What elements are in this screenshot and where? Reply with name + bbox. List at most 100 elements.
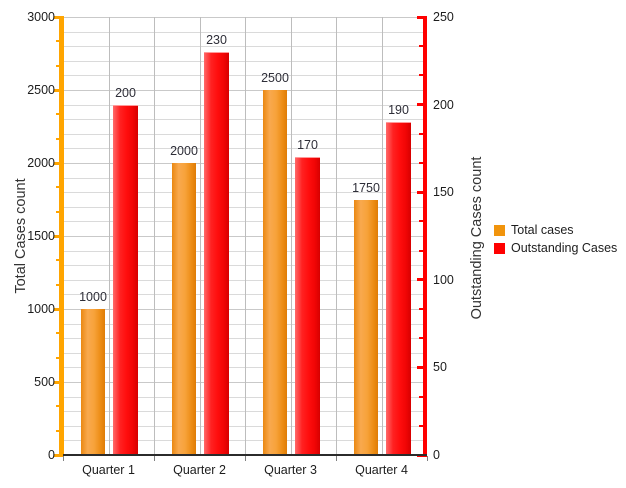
legend: Total cases Outstanding Cases [494, 221, 617, 257]
left-axis-tick-label: 500 [34, 375, 55, 389]
bar-value-label: 200 [115, 85, 136, 100]
h-gridline [63, 382, 423, 383]
right-axis-minor-tick [418, 132, 423, 135]
x-axis-tick [336, 456, 337, 461]
x-axis-tick [63, 456, 64, 461]
orange-bar [81, 309, 105, 454]
x-axis-tick [245, 456, 246, 461]
left-axis-minor-tick [55, 210, 59, 213]
orange-bar [354, 199, 378, 454]
right-axis-minor-tick [418, 45, 423, 48]
h-gridline [63, 396, 423, 398]
right-axis-major-tick [416, 103, 423, 107]
h-gridline [63, 279, 423, 281]
h-gridline [63, 250, 423, 252]
left-axis-minor-tick [55, 186, 59, 189]
h-gridline [63, 411, 423, 413]
left-axis-tick-label: 1500 [27, 229, 55, 243]
left-axis-minor-tick [55, 113, 59, 116]
h-gridline [63, 236, 423, 237]
left-axis-major-tick [53, 15, 59, 19]
left-axis-minor-tick [55, 137, 59, 140]
h-gridline [63, 148, 423, 150]
right-axis-minor-tick [418, 220, 423, 223]
left-axis-minor-tick [55, 429, 59, 432]
bar-value-label: 1750 [352, 180, 380, 195]
x-category-label: Quarter 3 [264, 463, 317, 477]
orange-bar [172, 163, 196, 454]
v-gridline [245, 17, 246, 454]
legend-label: Total cases [511, 223, 574, 237]
left-axis-tick-label: 0 [48, 448, 55, 462]
x-category-label: Quarter 4 [355, 463, 408, 477]
legend-item-outstanding-cases: Outstanding Cases [494, 239, 617, 257]
left-axis-major-tick [53, 88, 59, 92]
h-gridline [63, 221, 423, 223]
left-axis-major-tick [53, 380, 59, 384]
h-gridline [63, 338, 423, 340]
right-axis-minor-tick [418, 395, 423, 398]
outstanding-cases-swatch-icon [494, 242, 505, 254]
h-gridline [63, 17, 423, 18]
left-axis-tick-label: 2500 [27, 83, 55, 97]
left-axis-minor-tick [55, 405, 59, 408]
h-gridline [63, 163, 423, 164]
bar-value-label: 230 [206, 33, 227, 48]
left-axis-tick-label: 3000 [27, 10, 55, 24]
right-axis-minor-tick [418, 162, 423, 164]
red-bar [204, 52, 229, 455]
right-axis-major-tick [416, 365, 423, 369]
x-axis-tick [427, 456, 428, 461]
right-axis-major-tick [416, 278, 423, 282]
right-axis-tick-label: 200 [433, 97, 454, 112]
right-axis-minor-tick [418, 308, 423, 310]
right-axis-tick-label: 150 [433, 185, 454, 200]
h-gridline [63, 367, 423, 369]
right-axis-major-tick [416, 190, 423, 194]
h-gridline [63, 133, 423, 135]
h-gridline [63, 75, 423, 77]
v-gridline [154, 17, 155, 454]
bar-value-label: 2000 [170, 144, 198, 158]
bar-value-label: 190 [388, 103, 409, 118]
left-axis-tick-label: 1000 [27, 302, 55, 316]
h-gridline [63, 265, 423, 267]
right-axis-tick-label: 250 [433, 10, 454, 24]
right-axis-major-tick [416, 15, 423, 19]
v-gridline [290, 17, 292, 454]
left-axis-line [59, 16, 64, 457]
red-bar [295, 157, 320, 455]
right-axis-minor-tick [418, 424, 423, 427]
left-axis-minor-tick [55, 332, 59, 335]
right-axis-line [422, 16, 427, 457]
right-axis-title: Outstanding Cases count [469, 156, 485, 320]
legend-label: Outstanding Cases [511, 241, 618, 255]
h-gridline [63, 119, 423, 121]
legend-item-total-cases: Total cases [494, 221, 617, 239]
x-category-label: Quarter 2 [173, 463, 226, 477]
right-axis-tick-label: 100 [433, 272, 454, 287]
h-gridline [63, 352, 423, 354]
h-gridline [63, 323, 423, 325]
left-axis-title: Total Cases count [13, 178, 29, 294]
bar-value-label: 170 [297, 138, 318, 153]
left-axis-minor-tick [55, 259, 59, 262]
h-gridline [63, 294, 423, 296]
right-axis-minor-tick [418, 74, 423, 77]
red-bar [386, 122, 411, 455]
left-axis-major-tick [53, 453, 59, 457]
h-gridline [63, 46, 423, 48]
left-axis-major-tick [53, 161, 59, 165]
red-bar [113, 104, 138, 455]
left-axis-tick-label: 2000 [27, 156, 55, 170]
bar-value-label: 2500 [261, 71, 289, 85]
h-gridline [63, 309, 423, 310]
right-axis-tick-label: 50 [433, 360, 447, 375]
x-category-label: Quarter 1 [82, 463, 135, 477]
right-axis-tick-label: 0 [433, 448, 440, 462]
h-gridline [63, 177, 423, 179]
left-axis-major-tick [53, 307, 59, 311]
left-axis-minor-tick [55, 283, 59, 286]
h-gridline [63, 206, 423, 208]
left-axis-minor-tick [55, 40, 59, 43]
